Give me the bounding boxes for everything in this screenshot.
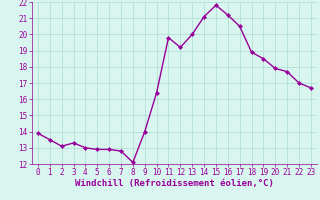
X-axis label: Windchill (Refroidissement éolien,°C): Windchill (Refroidissement éolien,°C) bbox=[75, 179, 274, 188]
